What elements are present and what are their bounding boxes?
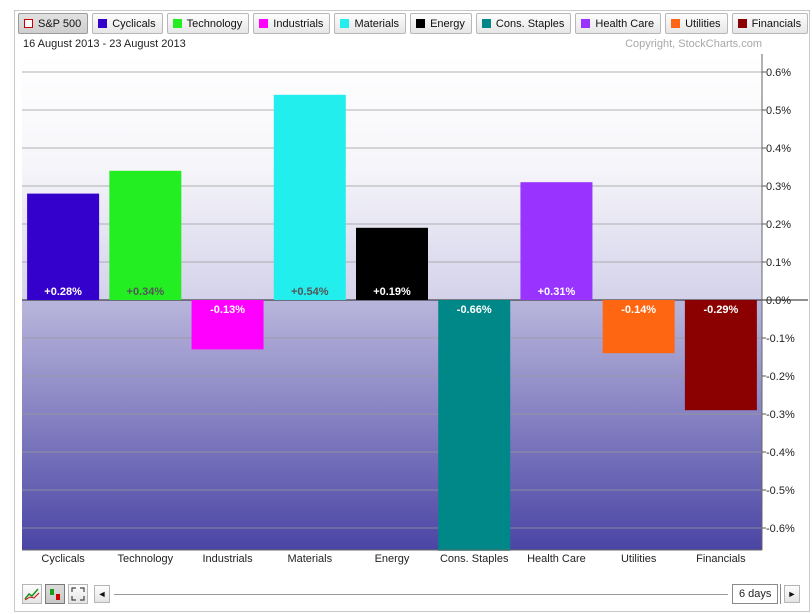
x-tick-label: Materials: [287, 553, 332, 565]
data-label: +0.28%: [44, 286, 82, 298]
date-range: 16 August 2013 - 23 August 2013: [23, 38, 186, 50]
chevron-right-icon: ►: [787, 589, 797, 599]
legend-button-utilities[interactable]: Utilities: [665, 13, 728, 34]
legend-label: Technology: [186, 17, 243, 30]
legend-button-health-care[interactable]: Health Care: [575, 13, 662, 34]
legend-swatch: [98, 19, 108, 28]
y-tick-label: -0.3%: [766, 409, 795, 421]
bar-technology: [109, 170, 182, 300]
y-tick-label: 0.6%: [766, 67, 791, 79]
timeline-slider[interactable]: [114, 594, 728, 595]
data-label: +0.34%: [127, 286, 165, 298]
data-label: -0.29%: [703, 304, 738, 316]
legend-button-financials[interactable]: Financials: [731, 13, 809, 34]
legend-label: Industrials: [273, 17, 324, 30]
y-tick-label: -0.5%: [766, 485, 795, 497]
legend-swatch: [172, 19, 182, 28]
bottom-toolbar: ◄ 6 days ►: [22, 584, 804, 606]
legend-swatch: [340, 19, 350, 28]
legend-label: Financials: [751, 17, 802, 30]
bar-utilities: [602, 300, 675, 354]
fullscreen-icon[interactable]: [68, 584, 88, 604]
x-tick-label: Energy: [375, 553, 410, 565]
x-tick-label: Cyclicals: [41, 553, 85, 565]
legend-button-energy[interactable]: Energy: [410, 13, 472, 34]
data-label: -0.66%: [457, 304, 492, 316]
y-tick-label: -0.6%: [766, 523, 795, 535]
copyright-notice: Copyright, StockCharts.com: [625, 38, 762, 50]
bar-energy: [356, 227, 428, 300]
legend-label: Health Care: [595, 17, 655, 30]
x-tick-label: Financials: [696, 553, 746, 565]
legend-swatch: [581, 19, 591, 28]
x-tick-label: Health Care: [527, 553, 586, 565]
legend-label: S&P 500: [38, 17, 82, 30]
line-chart-icon[interactable]: [22, 584, 42, 604]
y-tick-label: -0.4%: [766, 447, 795, 459]
data-label: +0.54%: [291, 286, 329, 298]
y-tick-label: 0.1%: [766, 257, 791, 269]
bar-industrials: [191, 300, 264, 350]
x-tick-label: Technology: [118, 553, 174, 565]
period-label: 6 days: [739, 588, 772, 600]
legend-button-materials[interactable]: Materials: [334, 13, 407, 34]
legend-button-industrials[interactable]: Industrials: [253, 13, 331, 34]
legend-swatch: [671, 19, 681, 28]
legend-label: Cyclicals: [112, 17, 156, 30]
data-label: -0.14%: [621, 304, 656, 316]
legend: S&P 500 Cyclicals Technology Industrials Mat…: [18, 13, 809, 35]
legend-swatch: [259, 19, 269, 28]
y-tick-label: 0.2%: [766, 219, 791, 231]
y-tick-label: 0.5%: [766, 105, 791, 117]
x-tick-label: Industrials: [202, 553, 253, 565]
y-tick-label: 0.3%: [766, 181, 791, 193]
legend-button-s-p-500[interactable]: S&P 500: [18, 13, 89, 34]
bar-cons-staples: [438, 300, 511, 551]
chevron-left-icon: ◄: [97, 589, 107, 599]
legend-swatch: [416, 19, 426, 28]
x-tick-label: Cons. Staples: [440, 553, 509, 565]
bar-chart: +0.28% +0.34% -0.13% +0.54% +0.19% -0.66% +0.3…: [22, 54, 808, 565]
scroll-right-button[interactable]: ►: [784, 585, 800, 603]
legend-button-cyclicals[interactable]: Cyclicals: [92, 13, 163, 34]
y-tick-label: -0.2%: [766, 371, 795, 383]
bar-financials: [684, 300, 757, 411]
legend-label: Cons. Staples: [495, 17, 565, 30]
data-label: +0.31%: [538, 286, 576, 298]
legend-swatch: [737, 19, 747, 28]
legend-swatch: [24, 19, 33, 28]
data-label: -0.13%: [210, 304, 245, 316]
period-selector[interactable]: 6 days: [732, 584, 779, 604]
legend-label: Utilities: [685, 17, 721, 30]
y-tick-label: 0.4%: [766, 143, 791, 155]
legend-button-technology[interactable]: Technology: [166, 13, 250, 34]
data-label: +0.19%: [373, 286, 411, 298]
bar-cyclicals: [27, 193, 100, 300]
y-tick-label: 0.0%: [766, 295, 791, 307]
bar-health-care: [520, 182, 593, 300]
legend-label: Energy: [430, 17, 465, 30]
legend-swatch: [481, 19, 491, 28]
x-tick-label: Utilities: [621, 553, 657, 565]
y-tick-label: -0.1%: [766, 333, 795, 345]
bar-materials: [273, 94, 346, 300]
bar-chart-icon[interactable]: [45, 584, 65, 604]
scroll-left-button[interactable]: ◄: [94, 585, 110, 603]
legend-label: Materials: [354, 17, 400, 30]
legend-button-cons-staples[interactable]: Cons. Staples: [475, 13, 572, 34]
